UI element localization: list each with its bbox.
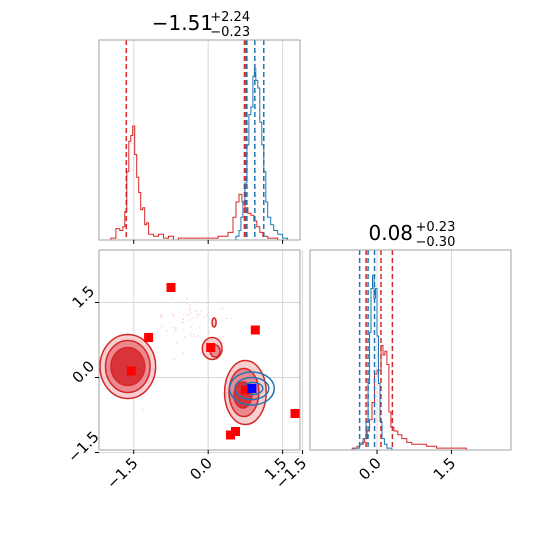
panel-param2-histogram <box>302 249 512 451</box>
sample-point-406 <box>189 332 192 335</box>
sample-point-407 <box>221 308 223 310</box>
blue-square-marker-0 <box>247 384 257 393</box>
sample-point-375 <box>175 327 177 329</box>
sample-point-17 <box>142 409 144 411</box>
sample-point-396 <box>225 317 228 320</box>
sample-point-379 <box>206 314 209 317</box>
red-square-marker-2 <box>126 366 136 376</box>
sample-point-371 <box>161 315 164 318</box>
sample-point-392 <box>196 313 198 315</box>
sample-point-410 <box>205 302 208 304</box>
sample-point-8 <box>151 397 153 399</box>
sample-point-390 <box>199 313 201 316</box>
red-square-marker-6 <box>226 430 235 440</box>
title-lower-error-1: −0.30 <box>416 235 456 250</box>
title-lower-error-0: −0.23 <box>210 25 250 40</box>
sample-point-395 <box>197 315 200 318</box>
sample-point-429 <box>186 298 188 300</box>
histogram-param1-series-0 <box>104 125 281 241</box>
sample-point-384 <box>190 325 192 328</box>
sample-point-388 <box>193 333 195 336</box>
panel-param1-histogram <box>98 39 301 241</box>
red-square-marker-8 <box>240 385 250 395</box>
sample-point-381 <box>160 325 163 328</box>
sample-point-383 <box>189 307 192 309</box>
sample-point-387 <box>174 329 177 331</box>
sample-point-420 <box>194 310 197 312</box>
sample-point-422 <box>172 314 175 317</box>
red-square-marker-5 <box>290 409 300 418</box>
sample-point-399 <box>166 330 169 332</box>
sample-point-276 <box>221 394 224 397</box>
grid-param1-histogram <box>133 40 284 240</box>
sample-point-418 <box>195 316 197 318</box>
histograms-param2 <box>347 250 469 451</box>
title-median-1: 0.08 <box>369 221 414 245</box>
sample-point-400 <box>173 331 175 334</box>
sample-point-413 <box>186 314 188 316</box>
sample-point-382 <box>208 331 211 334</box>
contour-series-1-1 <box>234 376 270 401</box>
sample-point-428 <box>182 318 185 320</box>
sample-point-378 <box>208 282 210 285</box>
histograms-param1 <box>104 40 291 241</box>
sample-point-421 <box>160 315 162 318</box>
sample-point-425 <box>188 313 191 316</box>
sample-point-416 <box>184 336 186 338</box>
sample-point-385 <box>222 335 224 338</box>
sample-point-394 <box>220 338 222 340</box>
sample-point-427 <box>192 317 194 320</box>
sample-point-398 <box>181 321 184 324</box>
sample-point-408 <box>197 335 200 337</box>
sample-point-386 <box>189 308 191 311</box>
sample-point-414 <box>174 358 176 361</box>
sample-point-411 <box>189 304 191 306</box>
sample-point-401 <box>193 335 195 338</box>
red-square-marker-7 <box>231 427 240 436</box>
sample-point-389 <box>190 335 192 337</box>
sample-point-426 <box>179 311 181 313</box>
contour-series-1-0 <box>228 371 275 406</box>
panel-joint-scatter <box>98 249 301 453</box>
sample-point-415 <box>172 313 174 315</box>
sample-point-372 <box>200 310 202 312</box>
sample-point-397 <box>183 314 185 316</box>
sample-point-403 <box>183 328 185 331</box>
histogram-param2-series-0 <box>347 345 469 451</box>
sample-point-423 <box>202 316 205 319</box>
sample-point-424 <box>172 326 174 329</box>
grid-param2-histogram <box>302 250 452 450</box>
sample-point-417 <box>190 311 192 314</box>
sample-point-376 <box>172 297 174 300</box>
contour-series-0-5 <box>211 317 217 328</box>
red-square-marker-0 <box>166 283 176 292</box>
axes-frame-joint-scatter <box>98 249 301 451</box>
sample-point-373 <box>189 319 191 321</box>
histogram-param1-series-1 <box>233 68 291 241</box>
sample-point-377 <box>182 352 184 354</box>
panel-titles: −1.51+2.24−0.23 0.08 +0.23−0.30 <box>152 10 456 250</box>
sample-point-58 <box>142 395 145 398</box>
sample-point-370 <box>230 317 232 320</box>
axes-frame-param1-histogram <box>98 39 301 241</box>
red-square-marker-3 <box>206 343 216 352</box>
title-upper-error-0: +2.24 <box>210 10 250 25</box>
axes-frame-param2-histogram <box>309 249 512 451</box>
sample-point-393 <box>199 326 201 329</box>
red-square-marker-4 <box>250 325 260 335</box>
sample-point-404 <box>159 314 162 316</box>
red-square-marker-1 <box>144 333 154 342</box>
sample-point-391 <box>175 342 178 345</box>
point-markers <box>126 283 300 440</box>
title-median-0: −1.51 <box>152 11 213 35</box>
title-upper-error-1: +0.23 <box>416 220 456 235</box>
